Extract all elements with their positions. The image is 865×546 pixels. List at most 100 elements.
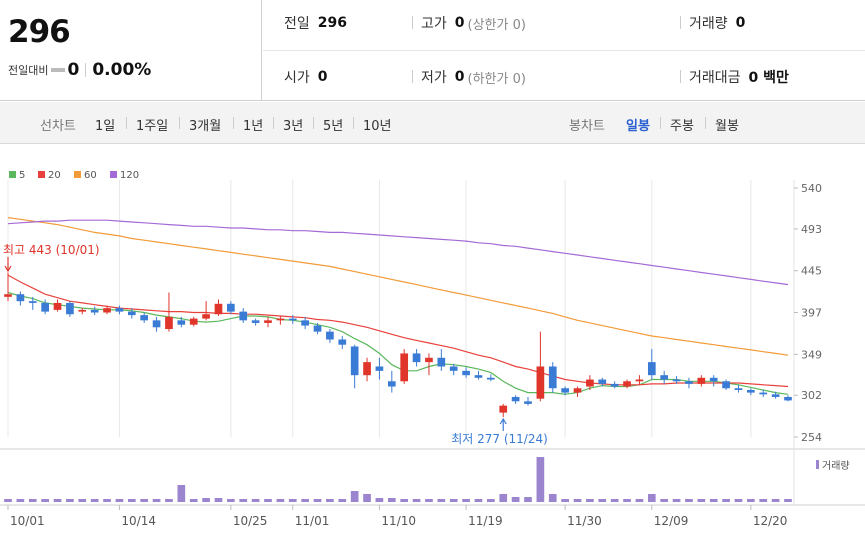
volume-bar	[771, 499, 780, 502]
ma-5-line	[7, 291, 789, 395]
volume-bar	[499, 494, 508, 502]
candle-body	[697, 377, 706, 384]
volume-bar	[350, 491, 359, 502]
candle-body	[41, 302, 49, 312]
period-daily[interactable]: 일봉	[626, 119, 650, 134]
low-value: 0	[454, 69, 465, 85]
volume-bar	[251, 499, 260, 502]
candle-body	[425, 357, 433, 363]
volume-bar	[400, 499, 409, 502]
lower-limit: (하한가 0)	[467, 71, 526, 87]
volume-bar	[709, 499, 718, 502]
volume-bar	[202, 498, 210, 502]
candle-body	[326, 331, 334, 340]
x-tick-label: 12/09	[654, 514, 689, 528]
y-tick-label: 540	[801, 182, 822, 195]
high-price: 고가 0 (상한가 0)	[412, 13, 526, 33]
range-3m[interactable]: 3개월	[189, 119, 222, 134]
candle-body	[350, 346, 359, 376]
candle-body	[214, 303, 223, 315]
candle-body	[660, 375, 669, 380]
volume: 거래량 0	[680, 13, 746, 33]
candle-body	[103, 308, 111, 313]
candle-body	[524, 401, 532, 404]
volume-bar	[610, 499, 619, 502]
volume-bar	[412, 499, 421, 502]
period-weekly[interactable]: 주봉	[670, 119, 694, 134]
trade-value-label: 거래대금	[689, 70, 741, 86]
flat-change-icon	[51, 68, 66, 72]
candle-body	[647, 362, 656, 376]
range-1d[interactable]: 1일	[95, 119, 116, 134]
period-monthly[interactable]: 월봉	[715, 119, 739, 134]
volume-bar	[635, 499, 644, 502]
x-tick-label: 11/19	[468, 514, 503, 528]
volume-bar	[623, 499, 631, 502]
ma-120-line	[7, 219, 789, 286]
candle-body	[90, 309, 99, 313]
volume-bar	[53, 499, 62, 502]
candle-body	[264, 320, 272, 323]
y-tick-label: 445	[801, 265, 822, 278]
candle-body	[499, 405, 508, 413]
y-tick-label: 302	[801, 389, 822, 402]
candle-body	[734, 388, 743, 390]
range-5y[interactable]: 5년	[323, 119, 344, 134]
volume-bar	[177, 485, 186, 502]
y-tick-label: 349	[801, 348, 822, 361]
candle-body	[672, 379, 681, 382]
prev-close: 전일 296	[284, 13, 347, 33]
volume-bar	[214, 498, 223, 502]
low-arrowhead	[499, 417, 507, 425]
candle-body	[771, 394, 780, 397]
divider	[85, 63, 87, 77]
candle-body	[363, 362, 371, 376]
price-chart: 540 493 445 397 349 302 254 10/01 10/14 10/25 11/0…	[0, 170, 865, 528]
y-tick-label: 254	[801, 431, 822, 444]
range-1w[interactable]: 1주일	[136, 119, 169, 134]
volume-bar	[784, 499, 792, 502]
candle-body	[189, 318, 198, 325]
candle-body	[449, 366, 458, 371]
quote-header: 296 전일대비 0 0.00% 전일 296 고가 0 (상한가 0) 거래량…	[0, 0, 865, 101]
line-chart-label: 선차트	[40, 119, 76, 134]
volume-value: 0	[735, 15, 746, 31]
candle-body	[78, 309, 87, 312]
volume-bar	[759, 499, 768, 502]
candle-body	[412, 353, 421, 363]
volume-bar	[41, 499, 49, 502]
volume-bar	[685, 499, 693, 502]
candle-body	[610, 383, 619, 387]
x-tick-label: 10/01	[10, 514, 45, 528]
range-10y[interactable]: 10년	[363, 119, 392, 134]
candle-body	[152, 320, 161, 328]
volume-bar	[115, 499, 124, 502]
y-tick-label: 493	[801, 223, 822, 236]
range-1y[interactable]: 1년	[243, 119, 264, 134]
candle-body	[598, 379, 607, 384]
change-value: 0	[67, 60, 80, 80]
candle-body	[747, 389, 755, 393]
candle-body	[548, 366, 557, 389]
candle-body	[16, 294, 25, 302]
high-value: 0	[454, 15, 465, 31]
candle-body	[165, 316, 173, 330]
volume-bar	[437, 499, 446, 502]
candle-body	[511, 396, 520, 402]
volume-bar	[264, 499, 272, 502]
prev-close-value: 296	[317, 15, 347, 31]
volume-legend-swatch	[816, 460, 819, 469]
volume-bar	[363, 494, 371, 502]
x-tick-label: 10/14	[121, 514, 156, 528]
volume-bar	[660, 499, 669, 502]
high-arrowhead	[4, 265, 12, 273]
change-rate: 0.00%	[92, 60, 152, 80]
candle-body	[437, 357, 446, 367]
volume-bar	[561, 499, 569, 502]
volume-bar	[449, 499, 458, 502]
ma-20-line	[7, 274, 789, 388]
candle-body	[227, 303, 235, 312]
upper-limit: (상한가 0)	[467, 17, 526, 33]
range-3y[interactable]: 3년	[283, 119, 304, 134]
change-line: 전일대비 0 0.00%	[8, 60, 151, 80]
